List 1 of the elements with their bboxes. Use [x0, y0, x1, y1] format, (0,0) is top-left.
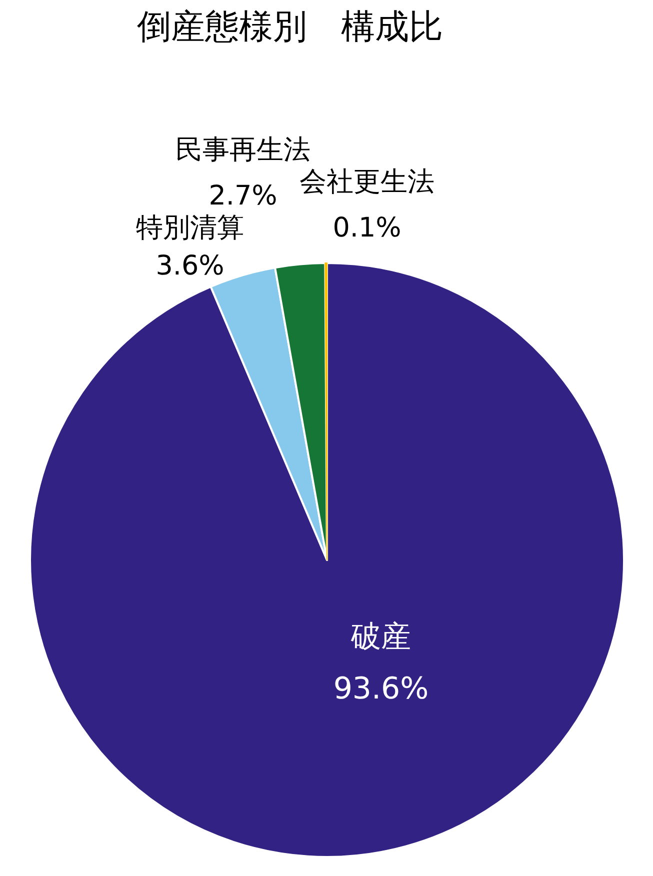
title: 倒産態様別 構成比	[137, 7, 443, 47]
